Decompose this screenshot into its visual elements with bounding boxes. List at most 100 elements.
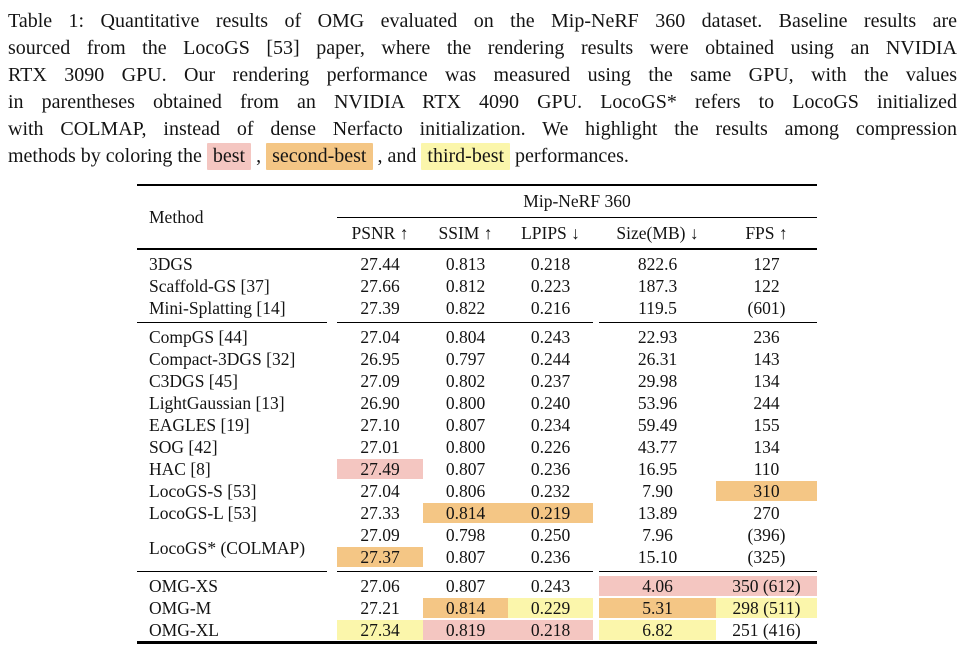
col-header-lpips: LPIPS ↓ [508,217,593,250]
lpips-cell: 0.219 [508,502,593,524]
method-cell: OMG-M [137,597,327,619]
method-label: LocoGS-L [53] [149,503,257,523]
psnr-value: 27.49 [337,459,423,479]
size-cell: 53.96 [599,392,716,414]
caption-text: performances. [510,145,629,167]
fps-cell: 134 [716,436,817,458]
fps-cell: (601) [716,297,817,323]
method-cell: EAGLES [19] [137,414,327,436]
size-value: 16.95 [637,459,678,479]
table-row: EAGLES [19] 27.10 0.807 0.234 59.49 155 [137,414,817,436]
results-table: Method Mip-NeRF 360 PSNR ↑ SSIM ↑ LPIPS … [137,184,817,644]
fps-cell: 251 (416) [716,619,817,643]
size-value: 13.89 [637,503,678,523]
table-row: 27.37 0.807 0.236 15.10 (325) [137,546,817,572]
ssim-cell: 0.819 [423,619,508,643]
lpips-cell: 0.237 [508,370,593,392]
ssim-value: 0.797 [445,349,486,369]
ssim-cell: 0.802 [423,370,508,392]
caption-line-1: Table 1: Quantitative results of OMG eva… [8,10,957,32]
psnr-value: 27.39 [360,298,400,318]
method-cell: C3DGS [45] [137,370,327,392]
fps-value: (601) [747,298,786,318]
lpips-value: 0.244 [530,349,571,369]
method-label: LocoGS* (COLMAP) [149,537,306,558]
method-label: Compact-3DGS [32] [149,349,296,369]
caption-line-5: with COLMAP, instead of dense Nerfacto i… [8,118,957,140]
ssim-cell: 0.822 [423,297,508,323]
column-gap [327,392,337,414]
table-row: C3DGS [45] 27.09 0.802 0.237 29.98 134 [137,370,817,392]
psnr-value: 27.06 [360,576,400,596]
ssim-value: 0.807 [445,547,486,567]
table-row: OMG-M 27.21 0.814 0.229 5.31 298 (511) [137,597,817,619]
lpips-value: 0.243 [530,327,571,347]
method-label: Mini-Splatting [14] [149,298,286,318]
method-label: EAGLES [19] [149,415,250,435]
fps-value: 270 [753,503,780,523]
lpips-cell: 0.244 [508,348,593,370]
size-value: 53.96 [637,393,678,413]
size-value: 43.77 [637,437,678,457]
fps-value: 236 [753,327,780,347]
psnr-cell: 27.49 [337,458,423,480]
lpips-value: 0.243 [530,576,571,596]
psnr-value: 27.04 [360,327,400,347]
fps-cell: 310 [716,480,817,502]
fps-cell: 298 (511) [716,597,817,619]
psnr-value: 27.01 [360,437,400,457]
ssim-cell: 0.812 [423,275,508,297]
column-gap [327,546,337,572]
column-gap [327,370,337,392]
lpips-cell: 0.229 [508,597,593,619]
size-cell: 119.5 [599,297,716,323]
size-cell: 6.82 [599,619,716,643]
psnr-cell: 27.04 [337,480,423,502]
fps-cell: 350 (612) [716,572,817,598]
caption-last-line: methods by coloring the best , second-be… [8,143,957,170]
size-value: 5.31 [599,598,716,618]
psnr-cell: 27.37 [337,546,423,572]
lpips-value: 0.234 [530,415,571,435]
psnr-cell: 27.06 [337,572,423,598]
method-label: Scaffold-GS [37] [149,276,270,296]
col-header-ssim: SSIM ↑ [423,217,508,250]
column-gap [327,436,337,458]
lpips-value: 0.232 [530,481,571,501]
fps-value: 134 [753,437,780,457]
second-best-highlight-chip: second-best [266,143,373,170]
ssim-cell: 0.814 [423,502,508,524]
method-label: OMG-XL [149,620,219,640]
size-cell: 822.6 [599,249,716,275]
table-row: SOG [42] 27.01 0.800 0.226 43.77 134 [137,436,817,458]
lpips-value: 0.218 [530,254,571,274]
table-row: HAC [8] 27.49 0.807 0.236 16.95 110 [137,458,817,480]
table-row: OMG-XL 27.34 0.819 0.218 6.82 251 (416) [137,619,817,643]
size-cell: 7.96 [599,524,716,546]
method-label: SOG [42] [149,437,218,457]
fps-value: 134 [753,371,780,391]
size-value: 26.31 [637,349,678,369]
fps-value: 310 [716,481,817,501]
method-cell: CompGS [44] [137,323,327,349]
lpips-value: 0.240 [530,393,571,413]
size-cell: 43.77 [599,436,716,458]
lpips-cell: 0.240 [508,392,593,414]
table-row: Mini-Splatting [14] 27.39 0.822 0.216 119.5 (… [137,297,817,323]
table-row: OMG-XS 27.06 0.807 0.243 4.06 350 (612) [137,572,817,598]
caption-text: , [251,145,267,167]
ssim-value: 0.819 [423,620,508,640]
fps-value: 127 [753,254,780,274]
psnr-value: 27.10 [360,415,400,435]
col-header-psnr: PSNR ↑ [337,217,423,250]
table-row: Scaffold-GS [37] 27.66 0.812 0.223 187.3 122 [137,275,817,297]
size-cell: 13.89 [599,502,716,524]
ssim-cell: 0.807 [423,546,508,572]
fps-value: 122 [753,276,780,296]
fps-cell: 270 [716,502,817,524]
size-value: 59.49 [637,415,678,435]
column-gap [327,572,337,598]
lpips-cell: 0.236 [508,458,593,480]
table-row: LocoGS-L [53] 27.33 0.814 0.219 13.89 270 [137,502,817,524]
lpips-cell: 0.250 [508,524,593,546]
